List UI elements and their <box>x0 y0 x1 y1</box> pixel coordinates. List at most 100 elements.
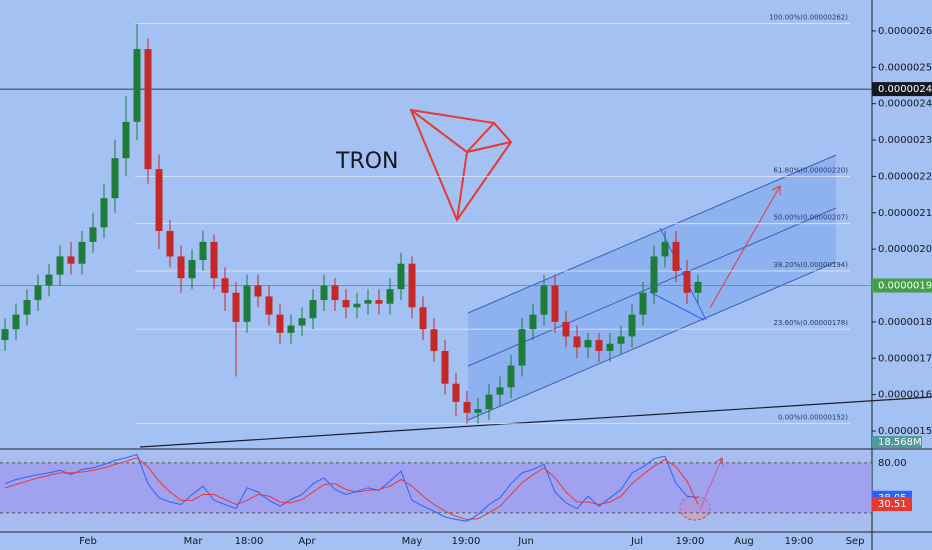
candle-body <box>606 343 614 351</box>
candle-body <box>463 401 471 413</box>
y-tick-label: 0.00000260 <box>878 26 932 37</box>
candle-body <box>408 263 416 308</box>
candle-body <box>683 270 691 293</box>
x-tick-label: Jun <box>517 536 534 547</box>
x-tick-label: 18:00 <box>235 536 264 547</box>
candle-body <box>628 314 636 337</box>
rsi-value-label: 30.51 <box>878 499 907 510</box>
volume-badge <box>872 436 922 448</box>
rsi-tick-label: 80.00 <box>878 458 907 469</box>
candle-body <box>386 289 394 304</box>
candle-body <box>133 49 141 122</box>
candle-body <box>23 300 31 315</box>
candle-body <box>45 274 53 286</box>
candle-body <box>1 329 9 341</box>
candle-body <box>375 300 383 304</box>
candle-body <box>617 336 625 344</box>
candle-body <box>177 256 185 279</box>
x-tick-label: May <box>402 536 423 547</box>
candle-body <box>364 300 372 304</box>
candle-body <box>551 285 559 322</box>
rsi-line <box>4 457 699 521</box>
candle-body <box>650 256 658 293</box>
candle-body <box>298 318 306 326</box>
price-badge <box>872 82 932 97</box>
rsi-band <box>0 462 872 513</box>
candle-body <box>155 169 163 231</box>
candle-body <box>254 285 262 297</box>
candle-body <box>639 292 647 315</box>
candle-body <box>496 387 504 395</box>
candle-body <box>276 314 284 333</box>
candle-body <box>89 227 97 242</box>
candle-body <box>210 241 218 279</box>
channel-upper <box>467 154 837 314</box>
tron-logo-inner <box>466 122 495 153</box>
flag-line <box>649 291 705 321</box>
candle-body <box>199 241 207 261</box>
rsi-badge <box>872 497 912 512</box>
candle-body <box>100 198 108 228</box>
candle-body <box>507 365 515 388</box>
x-tick-label: 19:00 <box>676 536 705 547</box>
candle-body <box>221 278 229 293</box>
candle-body <box>540 285 548 315</box>
candle-body <box>672 241 680 271</box>
volume-label: 18.568M <box>878 437 922 448</box>
candle-body <box>111 158 119 199</box>
candle-body <box>562 321 570 337</box>
fib-label: 0.00%(0.00000152) <box>778 414 848 422</box>
x-tick-label: 19:00 <box>785 536 814 547</box>
candle-body <box>243 285 251 322</box>
candle-body <box>518 329 526 366</box>
candle-body <box>232 292 240 322</box>
candle-body <box>397 263 405 290</box>
x-tick-label: Jul <box>630 536 643 547</box>
candle-body <box>122 121 130 159</box>
candle-body <box>661 241 669 257</box>
trendline <box>139 396 932 448</box>
candle-body <box>67 256 75 264</box>
fib-label: 100.00%(0.00000262) <box>769 14 848 22</box>
x-tick-label: Sep <box>846 536 865 547</box>
candle-body <box>320 285 328 301</box>
candle-body <box>573 336 581 348</box>
candle-body <box>529 314 537 330</box>
x-tick-label: Feb <box>79 536 97 547</box>
candle-body <box>474 409 482 413</box>
candle-body <box>485 394 493 410</box>
tron-logo-inner <box>456 151 468 221</box>
candle-body <box>265 296 273 315</box>
candle-body <box>34 285 42 301</box>
price-badge-label: 0.00000244 <box>878 84 932 95</box>
y-tick-label: 0.00000220 <box>878 171 932 182</box>
candle-body <box>78 241 86 264</box>
candle-body <box>441 350 449 384</box>
candle-body <box>353 303 361 308</box>
candle-body <box>309 300 317 319</box>
candle-body <box>331 285 339 301</box>
candle-body <box>188 260 196 279</box>
x-tick-label: 19:00 <box>452 536 481 547</box>
fib-label: 23.60%(0.00000178) <box>774 319 849 327</box>
forecast-arrow <box>709 185 781 309</box>
fib-label: 38.20%(0.00000194) <box>774 261 849 269</box>
x-tick-label: Aug <box>734 536 754 547</box>
channel-lower <box>467 261 837 421</box>
candle-body <box>342 300 350 308</box>
fib-label: 50.00%(0.00000207) <box>774 214 849 222</box>
x-tick-label: Apr <box>298 536 316 547</box>
x-tick-label: Mar <box>184 536 204 547</box>
candle-body <box>595 340 603 351</box>
fib-label: 61.80%(0.00000220) <box>774 166 849 174</box>
candle-body <box>287 325 295 333</box>
